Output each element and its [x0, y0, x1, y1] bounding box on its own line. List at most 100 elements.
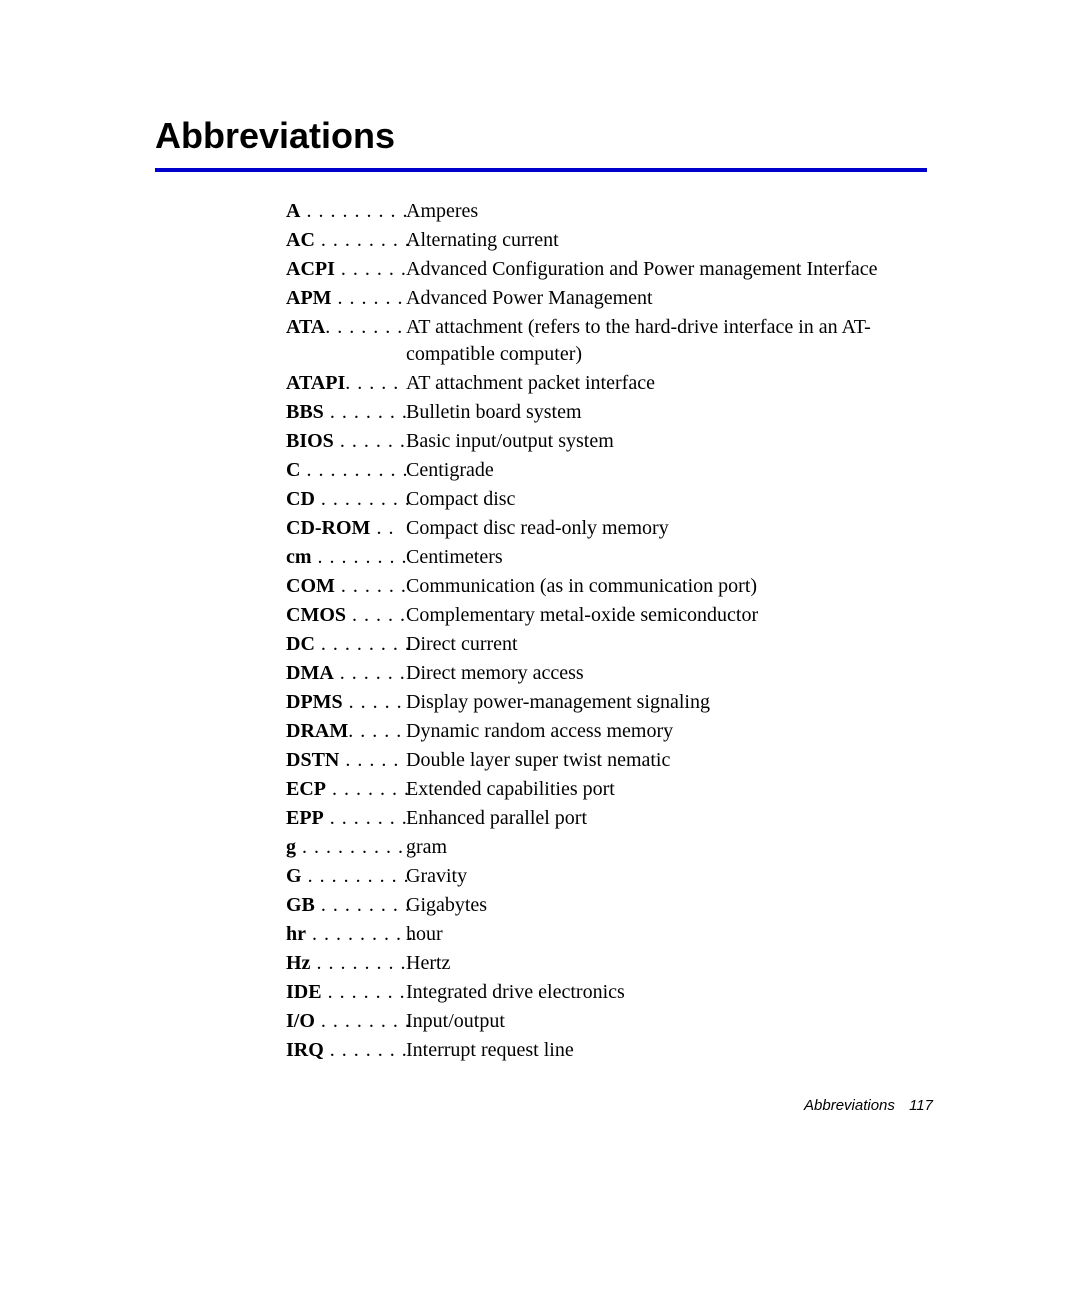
abbreviation-definition: Advanced Configuration and Power managem…: [406, 258, 877, 280]
dot-leader: . . . . . . . . . .: [296, 836, 416, 858]
abbreviation-term: A . . . . . . . . .: [286, 198, 408, 225]
abbreviation-abbr-text: hr: [286, 923, 306, 945]
abbreviation-entry: Hz . . . . . . . . Hertz: [286, 950, 931, 977]
dot-leader: . . . . .: [339, 749, 399, 771]
abbreviation-abbr-text: G: [286, 865, 302, 887]
abbreviation-term: G . . . . . . . . .: [286, 863, 410, 890]
abbreviation-definition: Display power-management signaling: [406, 691, 710, 713]
abbreviation-entry: CMOS . . . . . Complementary metal-oxide…: [286, 602, 931, 629]
abbreviation-term: DC . . . . . . . .: [286, 631, 411, 658]
abbreviation-term: CMOS . . . . .: [286, 602, 406, 629]
abbreviation-abbr-text: DSTN: [286, 749, 339, 771]
abbreviation-abbr-text: DPMS: [286, 691, 343, 713]
abbreviation-term: ECP . . . . . . .: [286, 776, 410, 803]
abbreviation-term: C . . . . . . . . .: [286, 457, 408, 484]
abbreviation-entry: GB . . . . . . . . Gigabytes: [286, 892, 931, 919]
abbreviation-definition: Basic input/output system: [406, 430, 614, 452]
abbreviation-abbr-text: APM: [286, 287, 332, 309]
dot-leader: . . . . . . . .: [315, 894, 411, 916]
abbreviation-abbr-text: I/O: [286, 1010, 315, 1032]
abbreviation-definition: Extended capabilities port: [406, 778, 615, 800]
dot-leader: . . . . . .: [332, 287, 404, 309]
abbreviation-definition: Integrated drive electronics: [406, 981, 625, 1003]
abbreviation-definition: AT attachment packet interface: [406, 372, 655, 394]
abbreviation-entry: G . . . . . . . . . Gravity: [286, 863, 931, 890]
abbreviation-term: GB . . . . . . . .: [286, 892, 411, 919]
abbreviation-term: AC . . . . . . . .: [286, 227, 411, 254]
abbreviation-term: I/O . . . . . . . .: [286, 1008, 411, 1035]
abbreviation-term: CD . . . . . . . .: [286, 486, 411, 513]
abbreviation-term: CD-ROM . .: [286, 515, 394, 542]
abbreviation-definition: Compact disc read-only memory: [406, 517, 669, 539]
abbreviation-entry: COM . . . . . . Communication (as in com…: [286, 573, 931, 600]
abbreviation-abbr-text: AC: [286, 229, 315, 251]
page: Abbreviations A . . . . . . . . . Ampere…: [0, 0, 1080, 1309]
abbreviation-abbr-text: EPP: [286, 807, 324, 829]
dot-leader: . . . . . . . . .: [300, 200, 408, 222]
abbreviation-term: ATA. . . . . . .: [286, 314, 403, 341]
abbreviation-entry: DRAM. . . . . Dynamic random access memo…: [286, 718, 931, 745]
abbreviation-entry: C . . . . . . . . . Centigrade: [286, 457, 931, 484]
abbreviation-definition: Dynamic random access memory: [406, 720, 673, 742]
abbreviation-entry: BIOS . . . . . . Basic input/output syst…: [286, 428, 931, 455]
abbreviation-definition: Enhanced parallel port: [406, 807, 587, 829]
abbreviation-abbr-text: DC: [286, 633, 315, 655]
abbreviation-abbr-text: CD: [286, 488, 315, 510]
abbreviation-abbr-text: BBS: [286, 401, 324, 423]
abbreviation-entry: IDE . . . . . . . Integrated drive elect…: [286, 979, 931, 1006]
abbreviation-entry: CD-ROM . . Compact disc read-only memory: [286, 515, 931, 542]
abbreviation-abbr-text: COM: [286, 575, 335, 597]
abbreviation-term: IDE . . . . . . .: [286, 979, 406, 1006]
abbreviation-definition: Gravity: [406, 865, 467, 887]
dot-leader: . . . . .: [346, 604, 406, 626]
abbreviation-abbr-text: BIOS: [286, 430, 334, 452]
dot-leader: . . . . . . .: [322, 981, 406, 1003]
abbreviation-abbr-text: DRAM: [286, 720, 348, 742]
horizontal-rule: [155, 168, 927, 172]
abbreviation-definition: Direct current: [406, 633, 518, 655]
dot-leader: . . . . .: [345, 372, 399, 394]
abbreviation-term: g . . . . . . . . . .: [286, 834, 416, 861]
page-title: Abbreviations: [155, 115, 395, 157]
abbreviation-term: BBS . . . . . . .: [286, 399, 408, 426]
abbreviation-abbr-text: g: [286, 836, 296, 858]
abbreviation-definition: Alternating current: [406, 229, 559, 251]
abbreviation-definition: Communication (as in communication port): [406, 575, 757, 597]
dot-leader: . . . . . . . .: [315, 633, 411, 655]
abbreviation-entry: ATAPI. . . . . AT attachment packet inte…: [286, 370, 931, 397]
abbreviation-entry: BBS . . . . . . . Bulletin board system: [286, 399, 931, 426]
abbreviation-term: ATAPI. . . . .: [286, 370, 399, 397]
abbreviation-abbr-text: ECP: [286, 778, 326, 800]
abbreviation-term: DRAM. . . . .: [286, 718, 402, 745]
abbreviation-term: EPP . . . . . . .: [286, 805, 408, 832]
abbreviation-definition: Double layer super twist nematic: [406, 749, 670, 771]
dot-leader: . . . . . . . . .: [302, 865, 410, 887]
abbreviation-entry: ECP . . . . . . . Extended capabilities …: [286, 776, 931, 803]
abbreviation-definition: Advanced Power Management: [406, 287, 653, 309]
abbreviation-entry: IRQ . . . . . . . Interrupt request line: [286, 1037, 931, 1064]
abbreviation-definition: Complementary metal-oxide semiconductor: [406, 604, 758, 626]
abbreviation-entry: g . . . . . . . . . . gram: [286, 834, 931, 861]
abbreviation-entry: APM . . . . . . Advanced Power Managemen…: [286, 285, 931, 312]
abbreviation-definition: Direct memory access: [406, 662, 584, 684]
dot-leader: . . . . . .: [335, 575, 407, 597]
dot-leader: . . . . . . . .: [315, 229, 411, 251]
dot-leader: . . . . . . . .: [315, 1010, 411, 1032]
abbreviation-term: Hz . . . . . . . .: [286, 950, 406, 977]
abbreviation-abbr-text: C: [286, 459, 300, 481]
abbreviation-abbr-text: ACPI: [286, 258, 335, 280]
dot-leader: . . . . . . . . .: [306, 923, 414, 945]
dot-leader: . . . . . .: [335, 258, 407, 280]
abbreviation-entry: CD . . . . . . . . Compact disc: [286, 486, 931, 513]
abbreviation-abbr-text: IRQ: [286, 1039, 324, 1061]
dot-leader: . . . . . .: [334, 662, 406, 684]
abbreviation-definition: Interrupt request line: [406, 1039, 574, 1061]
abbreviation-entry: AC . . . . . . . . Alternating current: [286, 227, 931, 254]
abbreviation-abbr-text: CMOS: [286, 604, 346, 626]
abbreviation-term: ACPI . . . . . .: [286, 256, 407, 283]
abbreviation-abbr-text: CD-ROM: [286, 517, 370, 539]
dot-leader: . . . . . . .: [324, 807, 408, 829]
abbreviation-entry: I/O . . . . . . . . Input/output: [286, 1008, 931, 1035]
abbreviation-definition: Amperes: [406, 200, 478, 222]
abbreviation-entry: EPP . . . . . . . Enhanced parallel port: [286, 805, 931, 832]
